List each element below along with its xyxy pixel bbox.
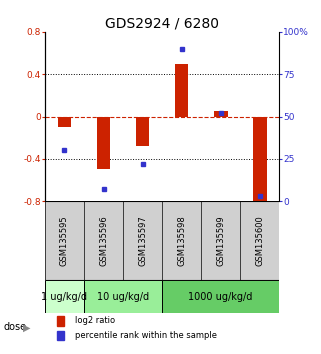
Text: ▶: ▶ [23, 322, 30, 332]
Text: GSM135600: GSM135600 [255, 215, 264, 266]
Bar [58, 116, 71, 127]
Bar [214, 111, 228, 116]
Text: GSM135595: GSM135595 [60, 215, 69, 266]
Bar [136, 116, 149, 146]
Title: GDS2924 / 6280: GDS2924 / 6280 [105, 17, 219, 31]
Bar [253, 116, 266, 206]
Bar [45, 280, 84, 313]
Text: 1 ug/kg/d: 1 ug/kg/d [41, 291, 87, 302]
Text: dose: dose [3, 322, 26, 332]
Text: GSM135597: GSM135597 [138, 215, 147, 266]
Bar [97, 116, 110, 170]
Bar [57, 331, 64, 340]
Bar [175, 64, 188, 116]
Text: log2 ratio: log2 ratio [75, 316, 116, 325]
Text: GSM135598: GSM135598 [177, 215, 186, 266]
Text: 10 ug/kg/d: 10 ug/kg/d [97, 291, 149, 302]
Text: percentile rank within the sample: percentile rank within the sample [75, 331, 217, 340]
Text: GSM135596: GSM135596 [99, 215, 108, 266]
Bar [57, 316, 64, 326]
Text: GSM135599: GSM135599 [216, 215, 225, 266]
Bar [162, 280, 279, 313]
Bar [84, 280, 162, 313]
Text: 1000 ug/kg/d: 1000 ug/kg/d [188, 291, 253, 302]
